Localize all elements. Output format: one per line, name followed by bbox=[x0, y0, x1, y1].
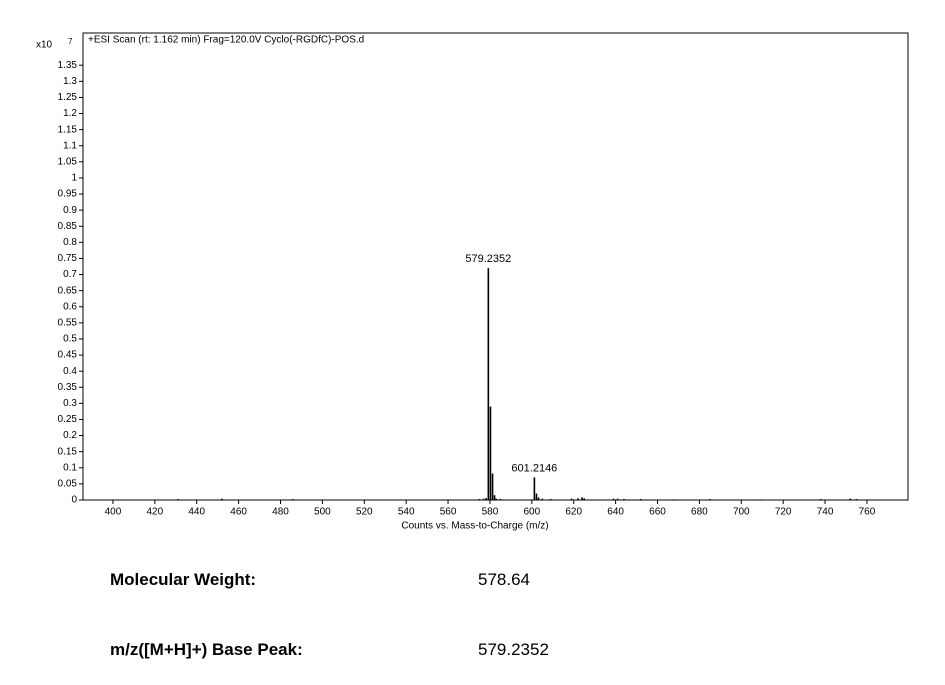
y-tick-label: 0.6 bbox=[63, 301, 77, 312]
chart-title: +ESI Scan (rt: 1.162 min) Frag=120.0V Cy… bbox=[88, 35, 364, 46]
x-tick-label: 420 bbox=[146, 507, 163, 518]
y-tick-label: 0.3 bbox=[63, 398, 77, 409]
x-tick-label: 640 bbox=[607, 507, 624, 518]
x-tick-label: 400 bbox=[105, 507, 122, 518]
chart: +ESI Scan (rt: 1.162 min) Frag=120.0V Cy… bbox=[36, 32, 909, 532]
x-axis-label: Counts vs. Mass-to-Charge (m/z) bbox=[401, 521, 548, 532]
x-tick-label: 520 bbox=[356, 507, 373, 518]
x-tick-label: 620 bbox=[565, 507, 582, 518]
y-tick-label: 0 bbox=[71, 495, 77, 506]
x-tick-label: 740 bbox=[817, 507, 834, 518]
y-tick-label: 0.65 bbox=[58, 285, 78, 296]
x-tick-label: 700 bbox=[733, 507, 750, 518]
y-scale-exponent: 7 bbox=[68, 37, 73, 46]
y-tick-label: 0.45 bbox=[58, 350, 78, 361]
x-tick-label: 540 bbox=[398, 507, 415, 518]
x-tick-label: 460 bbox=[230, 507, 247, 518]
y-tick-label: 0.85 bbox=[58, 221, 78, 232]
x-tick-label: 760 bbox=[859, 507, 876, 518]
info-label: Molecular Weight: bbox=[110, 570, 257, 589]
info-label: m/z([M+H]+) Base Peak: bbox=[110, 640, 303, 659]
x-tick-label: 600 bbox=[523, 507, 540, 518]
y-tick-label: 0.35 bbox=[58, 382, 78, 393]
y-tick-label: 1.35 bbox=[58, 60, 78, 71]
x-tick-label: 660 bbox=[649, 507, 666, 518]
peak-label: 579.2352 bbox=[465, 253, 511, 265]
y-tick-label: 1.2 bbox=[63, 108, 77, 119]
y-tick-label: 1.05 bbox=[58, 156, 78, 167]
y-tick-label: 1.25 bbox=[58, 92, 78, 103]
y-tick-label: 0.2 bbox=[63, 430, 77, 441]
x-tick-label: 580 bbox=[482, 507, 499, 518]
y-tick-label: 1.15 bbox=[58, 124, 78, 135]
y-tick-label: 0.7 bbox=[63, 269, 77, 280]
y-tick-label: 0.8 bbox=[63, 237, 77, 248]
y-tick-label: 0.9 bbox=[63, 205, 77, 216]
x-tick-label: 440 bbox=[188, 507, 205, 518]
y-scale-label: x10 bbox=[36, 40, 53, 51]
y-tick-label: 0.15 bbox=[58, 446, 78, 457]
y-tick-label: 0.5 bbox=[63, 334, 77, 345]
y-tick-label: 0.95 bbox=[58, 189, 78, 200]
y-tick-label: 1 bbox=[71, 173, 77, 184]
y-tick-label: 0.25 bbox=[58, 414, 78, 425]
x-tick-label: 480 bbox=[272, 507, 289, 518]
x-tick-label: 720 bbox=[775, 507, 792, 518]
x-tick-label: 560 bbox=[440, 507, 457, 518]
y-tick-label: 0.1 bbox=[63, 462, 77, 473]
y-tick-label: 1.1 bbox=[63, 140, 77, 151]
y-tick-label: 0.75 bbox=[58, 253, 78, 264]
x-tick-label: 500 bbox=[314, 507, 331, 518]
info-value: 579.2352 bbox=[478, 640, 549, 659]
y-tick-label: 0.4 bbox=[63, 366, 77, 377]
x-tick-label: 680 bbox=[691, 507, 708, 518]
peak-label: 601.2146 bbox=[511, 462, 557, 474]
y-tick-label: 1.3 bbox=[63, 76, 77, 87]
y-tick-label: 0.05 bbox=[58, 479, 78, 490]
plot-frame bbox=[82, 32, 909, 501]
info-value: 578.64 bbox=[478, 570, 530, 589]
y-tick-label: 0.55 bbox=[58, 318, 78, 329]
